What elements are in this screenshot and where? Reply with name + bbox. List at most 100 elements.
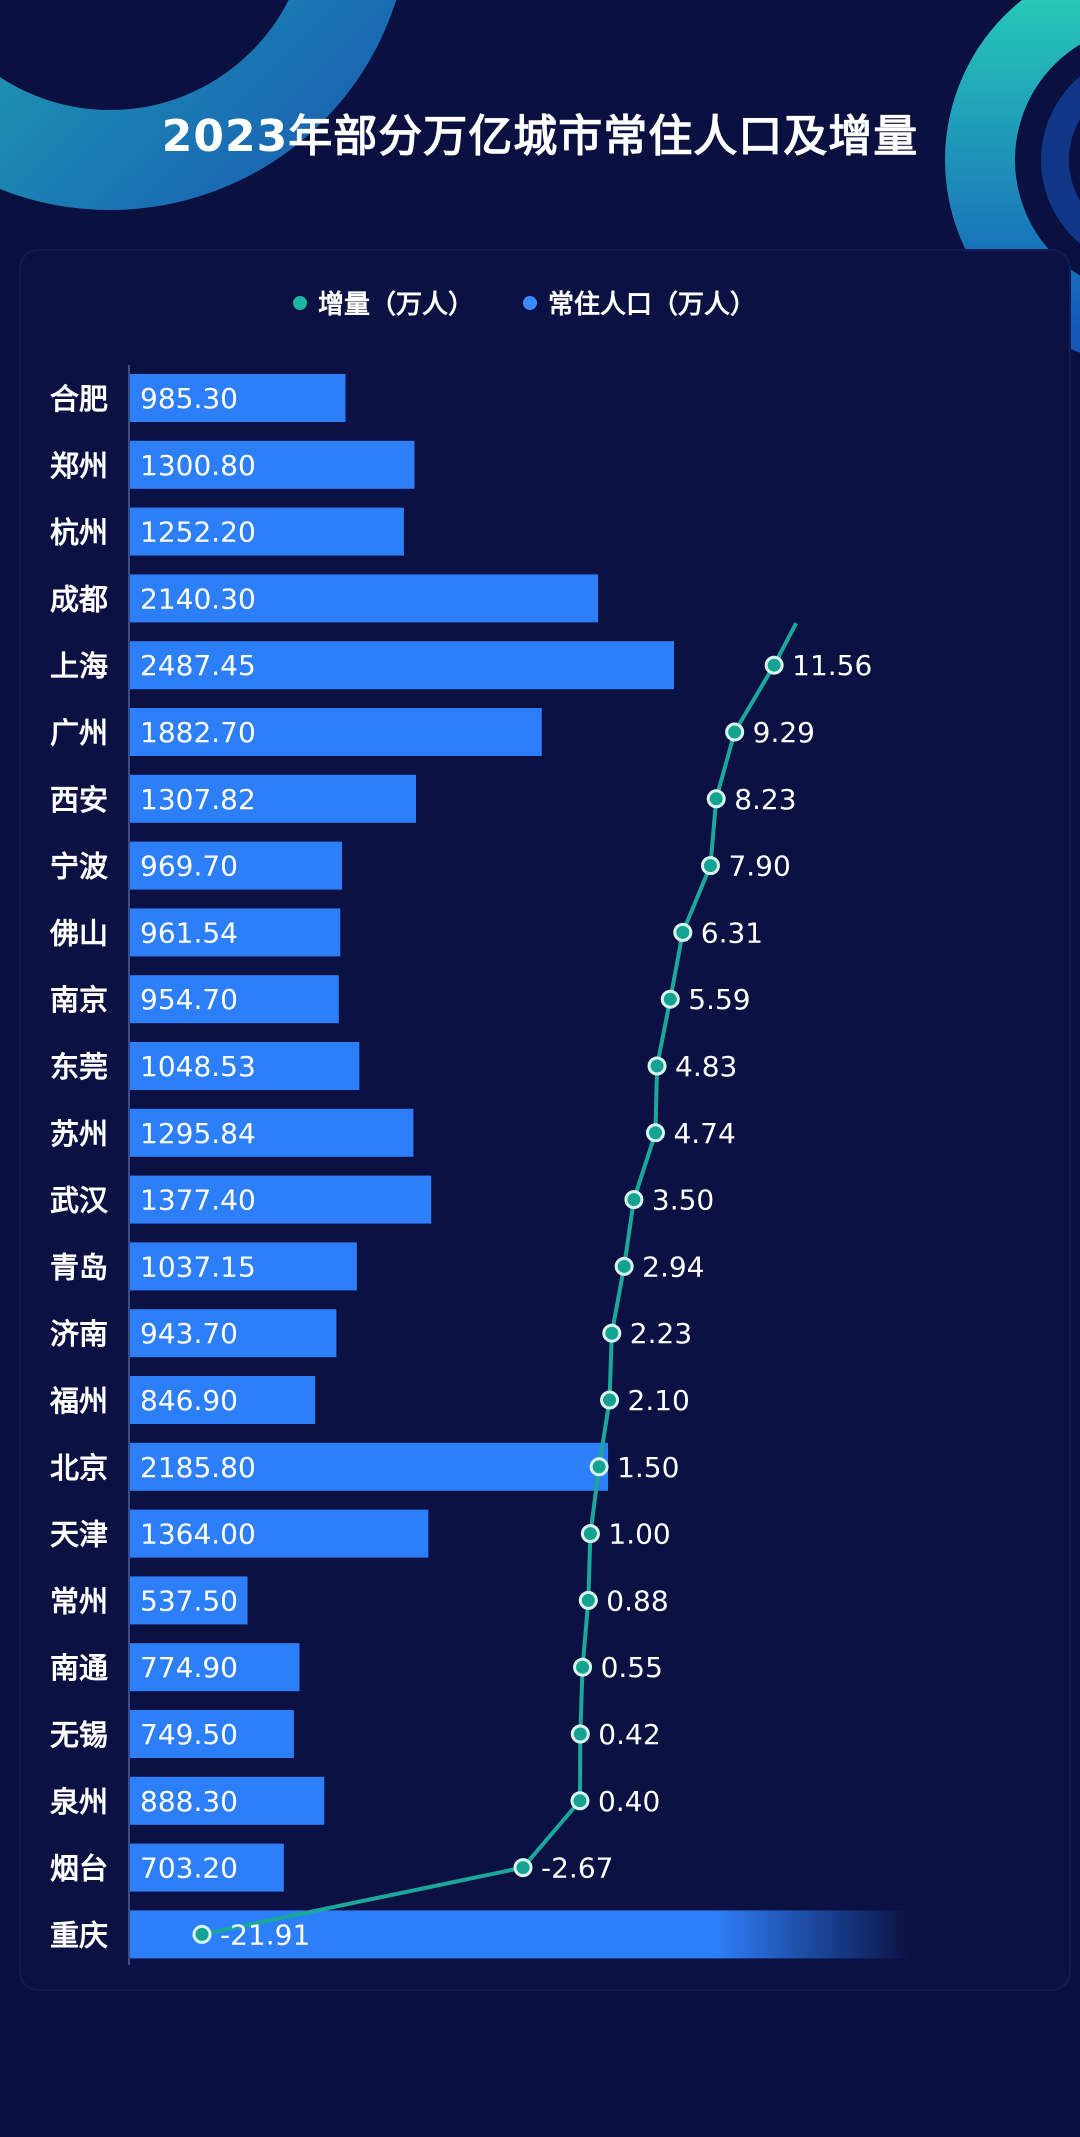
increment-marker-20 [570,1724,590,1744]
increment-marker-21 [570,1791,590,1811]
category-label-1: 郑州 [50,449,108,483]
bar-21 [130,1776,325,1825]
increment-label-19: 0.55 [601,1651,663,1684]
category-label-0: 合肥 [50,382,108,416]
category-label-3: 成都 [50,582,108,616]
category-label-20: 无锡 [50,1718,108,1752]
increment-marker-18 [578,1590,598,1610]
bar-9 [130,975,339,1024]
increment-marker-13 [614,1256,634,1276]
legend-item-inc[interactable]: 增量（万人） [293,289,474,320]
bar-value-label-13: 1037.15 [140,1250,256,1283]
bar-value-label-11: 1295.84 [140,1117,256,1150]
legend-item-pop[interactable]: 常住人口（万人） [523,289,756,320]
increment-marker-19 [573,1657,593,1677]
decor-arc-right-outer [945,0,1080,353]
category-label-4: 上海 [50,649,108,683]
category-label-23: 重庆 [50,1918,108,1952]
bar-value-label-9: 954.70 [140,983,238,1016]
category-label-5: 广州 [50,716,108,750]
increment-label-8: 6.31 [701,916,763,949]
increment-label-11: 4.74 [673,1117,735,1150]
increment-marker-9 [660,989,680,1009]
increment-marker-7 [700,856,720,876]
bar-18 [130,1576,248,1625]
increment-label-10: 4.83 [675,1050,737,1083]
category-label-22: 烟台 [50,1852,108,1886]
increment-label-21: 0.40 [598,1785,660,1818]
bar-value-label-6: 1307.82 [140,783,256,816]
bar-12 [130,1175,432,1224]
increment-label-6: 8.23 [734,783,796,816]
decor-arc-left [0,0,397,210]
category-label-19: 南通 [50,1651,108,1685]
increment-label-5: 9.29 [753,716,815,749]
category-label-17: 天津 [50,1518,108,1552]
bar-8 [130,908,341,957]
increment-label-18: 0.88 [606,1584,668,1617]
category-label-11: 苏州 [50,1117,108,1151]
category-label-10: 东莞 [50,1050,108,1084]
bar-0 [130,374,346,422]
bar-6 [130,774,417,823]
increment-marker-10 [647,1056,667,1076]
increment-label-9: 5.59 [688,983,750,1016]
increment-marker-17 [580,1524,600,1544]
bar-15 [130,1376,316,1424]
increment-label-14: 2.23 [630,1317,692,1350]
increment-marker-22 [513,1858,533,1878]
category-label-15: 福州 [49,1384,108,1418]
bar-2 [130,507,404,556]
bar-value-label-12: 1377.40 [140,1184,256,1217]
bar-value-label-21: 888.30 [140,1785,238,1818]
bar-value-label-15: 846.90 [140,1384,238,1417]
bar-19 [130,1643,300,1692]
bar-16 [130,1442,609,1491]
increment-label-16: 1.50 [617,1451,679,1484]
legend-label-inc: 增量（万人） [318,289,474,320]
category-labels: 合肥郑州杭州成都上海广州西安宁波佛山南京东莞苏州武汉青岛济南福州北京天津常州南通… [49,382,109,1952]
category-label-7: 宁波 [50,850,109,884]
legend-label-pop: 常住人口（万人） [548,289,756,320]
bar-value-label-10: 1048.53 [140,1050,256,1083]
increment-label-12: 3.50 [652,1184,714,1217]
bar-value-label-22: 703.20 [140,1852,238,1885]
increment-marker-15 [600,1390,620,1410]
increment-marker-16 [589,1457,609,1477]
bar-value-label-17: 1364.00 [140,1518,256,1551]
increment-label-13: 2.94 [642,1250,704,1283]
category-label-16: 北京 [50,1451,108,1485]
legend: 增量（万人） 常住人口（万人） [293,289,756,320]
increment-label-4: 11.56 [792,649,872,682]
bar-22 [130,1843,284,1892]
bar-11 [130,1108,414,1157]
bar-value-label-19: 774.90 [140,1651,238,1684]
bar-value-label-3: 2140.30 [140,582,256,615]
bar-value-label-16: 2185.80 [140,1451,256,1484]
bar-14 [130,1309,337,1358]
bar-23 [130,1910,911,1959]
category-label-13: 青岛 [50,1250,108,1284]
bar-value-label-18: 537.50 [140,1584,238,1617]
increment-marker-11 [645,1123,665,1143]
bar-value-label-4: 2487.45 [140,649,256,682]
increment-marker-14 [602,1323,622,1343]
increment-marker-4 [764,655,784,675]
bar-17 [130,1509,429,1558]
bars-group: 985.30 1300.80 1252.20 2140.30 2487.45 1882.7… [130,374,911,1959]
increment-marker-5 [725,722,745,742]
decor-arc-right-inner [1041,76,1080,244]
bar-value-label-2: 1252.20 [140,516,256,549]
legend-dot-pop [523,296,537,310]
category-label-6: 西安 [50,783,108,817]
bar-4 [130,641,674,690]
category-label-2: 杭州 [50,516,108,550]
increment-label-20: 0.42 [598,1718,660,1751]
category-label-9: 南京 [50,983,108,1017]
category-label-18: 常州 [50,1584,108,1618]
bar-3 [130,574,599,623]
increment-marker-8 [673,922,693,942]
increment-label-15: 2.10 [628,1384,690,1417]
category-label-21: 泉州 [50,1785,108,1819]
